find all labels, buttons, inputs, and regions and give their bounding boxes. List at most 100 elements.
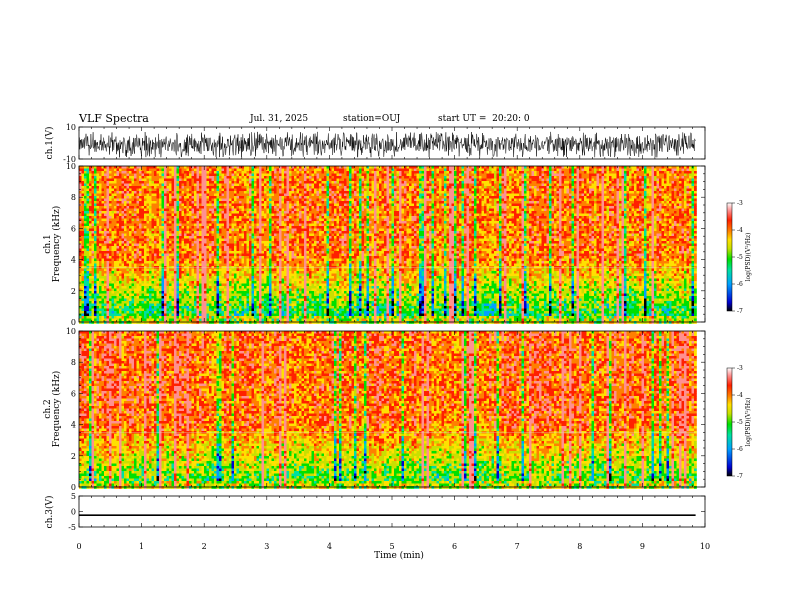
- spectrogram-cell: [184, 183, 187, 187]
- spectrogram-cell: [116, 268, 120, 272]
- spectrogram-cell: [106, 216, 110, 219]
- spectrogram-cell: [209, 203, 212, 207]
- spectrogram-cell: [149, 258, 152, 262]
- spectrogram-cell: [271, 276, 275, 279]
- spectrogram-cell: [104, 211, 107, 214]
- spectrogram-cell: [126, 281, 130, 284]
- spectrogram-cell: [239, 263, 242, 267]
- spectrogram-cell: [211, 213, 215, 217]
- spectrogram-cell: [231, 318, 235, 322]
- spectrogram-cell: [164, 281, 167, 284]
- spectrogram-cell: [254, 256, 257, 259]
- spectrogram-cell: [209, 316, 212, 319]
- spectrogram-cell: [139, 186, 142, 189]
- spectrogram-cell: [186, 251, 190, 254]
- spectrogram-cell: [264, 201, 267, 204]
- spectrogram-cell: [214, 316, 217, 319]
- spectrogram-cell: [129, 313, 132, 317]
- spectrogram-cell: [101, 203, 105, 207]
- spectrogram-cell: [119, 271, 122, 274]
- spectrogram-cell: [149, 186, 152, 189]
- spectrogram-cell: [126, 258, 130, 262]
- spectrogram-cell: [91, 173, 95, 177]
- spectrogram-cell: [241, 166, 245, 169]
- spectrogram-cell: [229, 166, 232, 169]
- spectrogram-cell: [84, 241, 87, 244]
- spectrogram-cell: [81, 281, 85, 284]
- spectrogram-cell: [186, 173, 190, 177]
- spectrogram-cell: [171, 313, 175, 317]
- spectrogram-cell: [111, 183, 115, 187]
- spectrogram-cell: [211, 291, 215, 294]
- spectrogram-cell: [204, 236, 207, 239]
- spectrogram-cell: [146, 286, 150, 289]
- spectrogram-cell: [256, 238, 260, 242]
- spectrogram-cell: [99, 171, 102, 174]
- spectrogram-cell: [221, 268, 225, 272]
- spectrogram-cell: [121, 283, 125, 287]
- spectrogram-cell: [164, 246, 167, 249]
- spectrogram-cell: [226, 276, 230, 279]
- spectrogram-cell: [186, 258, 190, 262]
- spectrogram-cell: [196, 223, 200, 227]
- spectrogram-cell: [224, 186, 227, 189]
- spectrogram-cell: [181, 253, 185, 257]
- spectrogram-cell: [246, 253, 250, 257]
- spectrogram-cell: [251, 241, 255, 244]
- spectrogram-cell: [179, 243, 182, 247]
- spectrogram-cell: [241, 183, 245, 187]
- spectrogram-cell: [121, 206, 125, 209]
- spectrogram-cell: [216, 191, 220, 194]
- spectrogram-cell: [186, 231, 190, 234]
- spectrogram-cell: [134, 221, 137, 224]
- spectrogram-cell: [144, 271, 147, 274]
- spectrogram-cell: [204, 173, 207, 177]
- spectrogram-cell: [199, 241, 202, 244]
- spectrogram-cell: [106, 196, 110, 199]
- spectrogram-cell: [116, 241, 120, 244]
- spectrogram-cell: [164, 223, 167, 227]
- spectrogram-cell: [164, 293, 167, 297]
- spectrogram-cell: [196, 211, 200, 214]
- spectrogram-cell: [186, 198, 190, 202]
- spectrogram-cell: [139, 191, 142, 194]
- spectrogram-cell: [134, 248, 137, 252]
- spectrogram-cell: [96, 248, 100, 252]
- spectrogram-cell: [249, 181, 252, 184]
- spectrogram-cell: [96, 171, 100, 174]
- spectrogram-cell: [251, 228, 255, 232]
- spectrogram-cell: [264, 198, 267, 202]
- spectrogram-cell: [274, 206, 277, 209]
- spectrogram-cell: [251, 306, 255, 309]
- spectrogram-cell: [196, 256, 200, 259]
- spectrogram-cell: [176, 176, 180, 179]
- spectrogram-cell: [114, 293, 117, 297]
- spectrogram-cell: [249, 273, 252, 277]
- spectrogram-cell: [91, 168, 95, 172]
- spectrogram-cell: [259, 221, 262, 224]
- spectrogram-cell: [251, 216, 255, 219]
- spectrogram-cell: [111, 256, 115, 259]
- spectrogram-cell: [219, 201, 222, 204]
- spectrogram-cell: [201, 186, 205, 189]
- spectrogram-cell: [79, 298, 82, 302]
- spectrogram-cell: [224, 263, 227, 267]
- spectrogram-cell: [239, 168, 242, 172]
- spectrogram-cell: [101, 168, 105, 172]
- spectrogram-cell: [101, 216, 105, 219]
- spectrogram-cell: [236, 201, 240, 204]
- spectrogram-cell: [146, 261, 150, 264]
- spectrogram-cell: [131, 206, 135, 209]
- spectrogram-cell: [211, 248, 215, 252]
- spectrogram-cell: [171, 316, 175, 319]
- spectrogram-cell: [211, 276, 215, 279]
- spectrogram-cell: [219, 178, 222, 182]
- spectrogram-cell: [151, 268, 155, 272]
- spectrogram-cell: [191, 303, 195, 307]
- spectrogram-cell: [214, 288, 217, 292]
- spectrogram-cell: [104, 213, 107, 217]
- spectrogram-cell: [234, 293, 237, 297]
- spectrogram-cell: [141, 261, 145, 264]
- spectrogram-cell: [144, 223, 147, 227]
- spectrogram-cell: [269, 246, 272, 249]
